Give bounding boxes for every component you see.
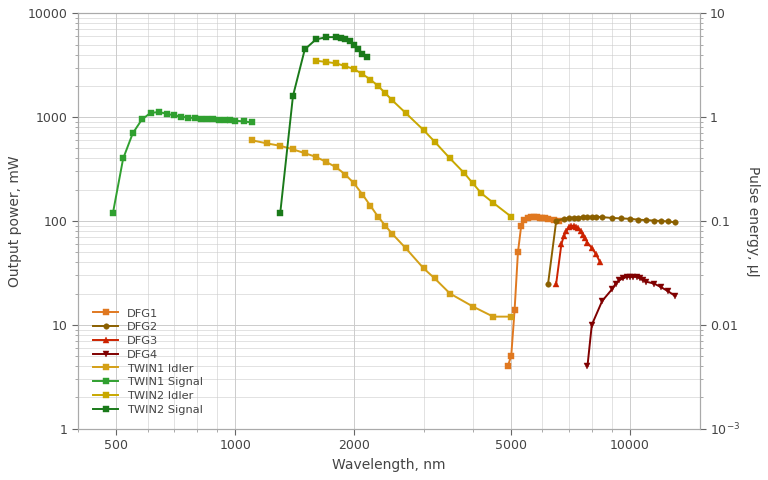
X-axis label: Wavelength, nm: Wavelength, nm (332, 457, 445, 472)
Y-axis label: Pulse energy, μJ: Pulse energy, μJ (746, 166, 760, 276)
Legend: DFG1, DFG2, DFG3, DFG4, TWIN1 Idler, TWIN1 Signal, TWIN2 Idler, TWIN2 Signal: DFG1, DFG2, DFG3, DFG4, TWIN1 Idler, TWI… (93, 308, 204, 415)
Y-axis label: Output power, mW: Output power, mW (8, 155, 22, 287)
